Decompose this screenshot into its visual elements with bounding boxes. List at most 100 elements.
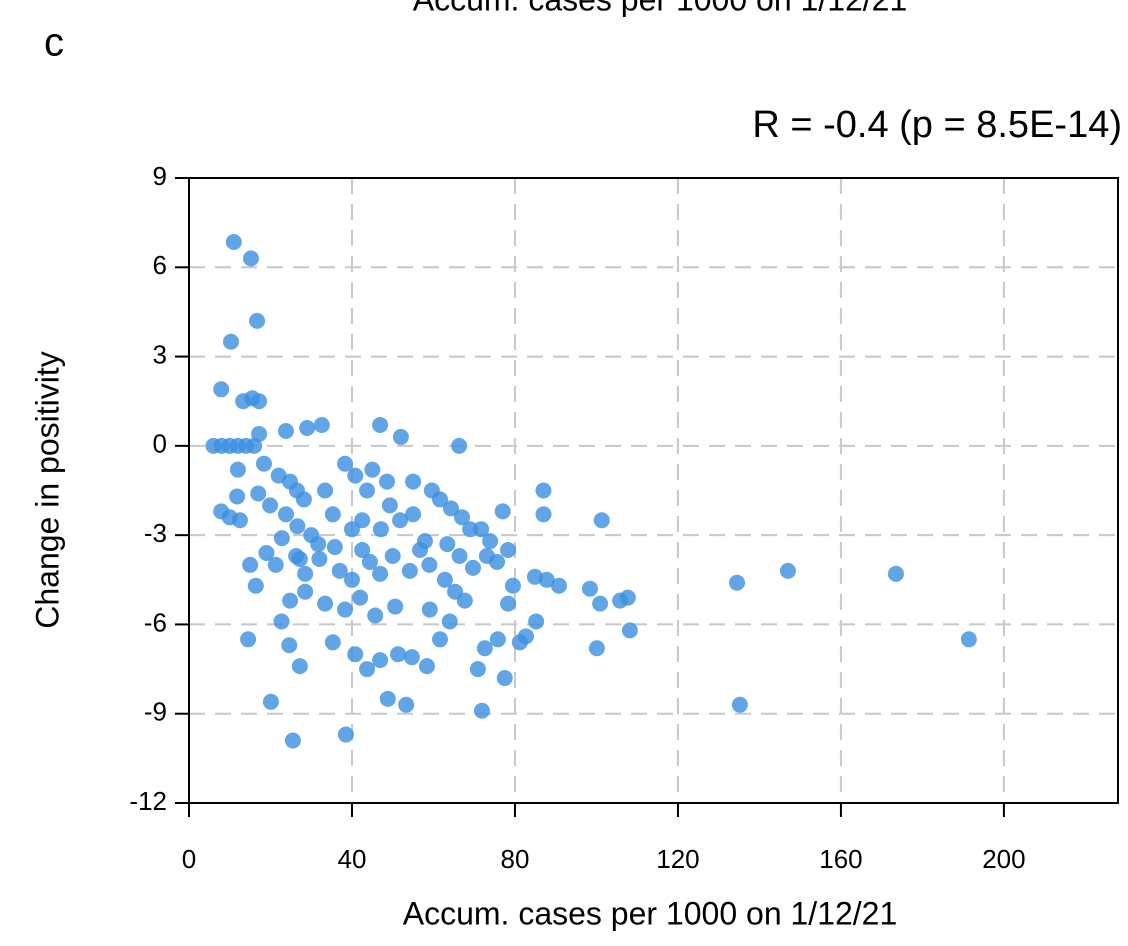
point: [476, 640, 493, 657]
point: [442, 500, 459, 517]
point: [249, 312, 266, 329]
point: [538, 571, 555, 588]
point: [297, 583, 314, 600]
point: [240, 631, 257, 648]
point: [229, 488, 246, 505]
point: [337, 726, 354, 743]
point: [372, 417, 389, 434]
point: [960, 631, 977, 648]
point: [431, 491, 448, 508]
x-tick-label: 80: [501, 844, 530, 874]
y-tick-label: -9: [144, 697, 167, 727]
point: [379, 690, 396, 707]
point: [372, 565, 389, 582]
point: [421, 556, 438, 573]
point: [401, 562, 418, 579]
point: [231, 512, 248, 529]
point: [416, 533, 433, 550]
point: [473, 521, 490, 538]
point: [447, 583, 464, 600]
point: [453, 509, 470, 526]
point: [250, 485, 267, 502]
point: [398, 696, 415, 713]
point: [469, 661, 486, 678]
point: [273, 613, 290, 630]
point: [359, 661, 376, 678]
point: [489, 631, 506, 648]
point: [387, 598, 404, 615]
x-tick-label: 40: [338, 844, 367, 874]
point: [352, 589, 369, 606]
point: [242, 250, 259, 267]
point: [262, 693, 279, 710]
point: [500, 542, 517, 559]
point: [731, 696, 748, 713]
point: [441, 613, 458, 630]
point: [592, 595, 609, 612]
point: [381, 497, 398, 514]
point: [372, 652, 389, 669]
x-tick-label: 160: [819, 844, 862, 874]
x-tick-label: 200: [982, 844, 1025, 874]
point: [291, 550, 308, 567]
point: [326, 539, 343, 556]
point: [367, 607, 384, 624]
point: [310, 536, 327, 553]
point: [390, 646, 407, 663]
point: [267, 556, 284, 573]
point: [343, 571, 360, 588]
point: [281, 637, 298, 654]
x-tick-label: 120: [656, 844, 699, 874]
point: [403, 649, 420, 666]
point: [324, 506, 341, 523]
point: [225, 233, 242, 250]
y-tick-label: 3: [153, 339, 167, 369]
point: [517, 628, 534, 645]
point: [347, 467, 364, 484]
point: [247, 577, 264, 594]
point: [431, 631, 448, 648]
point: [494, 503, 511, 520]
y-tick-label: -6: [144, 607, 167, 637]
point: [295, 491, 312, 508]
point: [392, 428, 409, 445]
point: [473, 702, 490, 719]
top-label: Accum. cases per 1000 on 1/12/21: [413, 0, 908, 17]
point: [451, 437, 468, 454]
plot-frame: [188, 177, 1119, 804]
point: [462, 521, 479, 538]
point: [251, 393, 268, 410]
point: [779, 562, 796, 579]
point: [482, 533, 499, 550]
x-axis-label: Accum. cases per 1000 on 1/12/21: [403, 895, 898, 931]
point: [421, 601, 438, 618]
point: [337, 455, 354, 472]
point: [418, 658, 435, 675]
point: [282, 592, 299, 609]
x-tick-label: 0: [182, 844, 196, 874]
point: [255, 455, 272, 472]
point: [324, 634, 341, 651]
point: [337, 601, 354, 618]
point: [242, 556, 259, 573]
point: [588, 640, 605, 657]
point: [451, 547, 468, 564]
point: [379, 473, 396, 490]
point: [262, 497, 279, 514]
point: [251, 425, 268, 442]
point: [593, 512, 610, 529]
point: [277, 506, 294, 523]
point: [619, 589, 636, 606]
point: [361, 553, 378, 570]
point: [258, 545, 275, 561]
point: [887, 565, 904, 582]
point: [359, 482, 376, 499]
point: [289, 518, 306, 535]
point: [364, 461, 381, 478]
point: [621, 622, 638, 639]
point: [347, 646, 364, 663]
point: [405, 473, 422, 490]
point: [464, 559, 481, 576]
point: [504, 577, 521, 594]
point: [489, 553, 506, 570]
